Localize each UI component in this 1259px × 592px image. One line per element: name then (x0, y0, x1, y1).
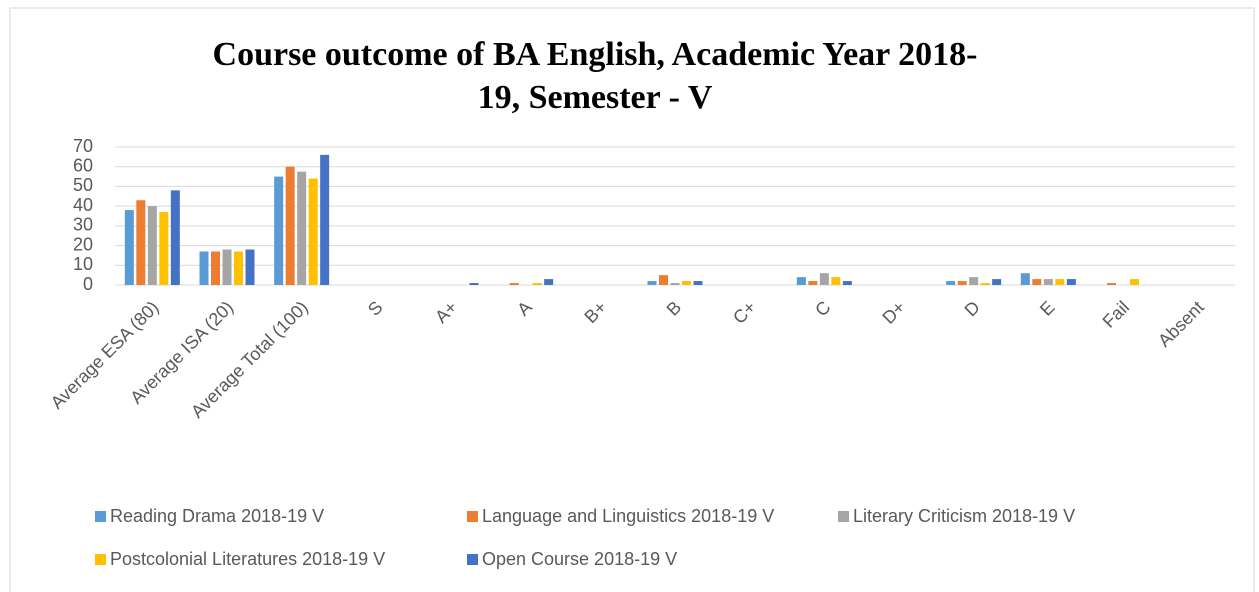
bar (1130, 279, 1139, 285)
bar (1066, 279, 1076, 285)
bar (320, 154, 330, 285)
bar (992, 279, 1002, 285)
bar (1043, 279, 1053, 285)
bar (682, 281, 691, 285)
y-tick-label: 0 (83, 274, 93, 294)
bar (831, 277, 841, 285)
bar (170, 190, 180, 285)
bar (136, 200, 146, 285)
legend-swatch (838, 511, 849, 522)
bar (1020, 273, 1030, 285)
bar (957, 281, 967, 285)
y-tick-label: 10 (73, 254, 93, 274)
legend-label: Literary Criticism 2018-19 V (853, 506, 1075, 526)
bar (124, 210, 134, 285)
bar (842, 281, 852, 285)
legend-swatch (467, 554, 478, 565)
chart-frame (9, 7, 1255, 592)
y-tick-label: 20 (73, 234, 93, 254)
bar (808, 281, 818, 285)
legend-swatch (467, 511, 478, 522)
bar (647, 281, 657, 285)
y-tick-label: 60 (73, 155, 93, 175)
bar (1107, 283, 1116, 285)
legend-label: Open Course 2018-19 V (482, 549, 677, 569)
bar (1055, 279, 1065, 285)
legend-label: Postcolonial Literatures 2018-19 V (110, 549, 385, 569)
chart-title: Course outcome of BA English, Academic Y… (213, 36, 978, 73)
bar (469, 283, 479, 285)
bar (670, 283, 680, 285)
bar (532, 283, 542, 285)
bar (509, 283, 519, 285)
bar (969, 277, 979, 285)
y-tick-label: 70 (73, 136, 93, 156)
y-tick-label: 30 (73, 215, 93, 235)
bar (544, 279, 554, 285)
bar (159, 212, 169, 285)
bar (297, 171, 307, 285)
bar (693, 281, 703, 285)
y-tick-label: 50 (73, 175, 93, 195)
bar (796, 277, 806, 285)
bar (1032, 279, 1042, 285)
bar (211, 251, 220, 285)
bar (980, 283, 990, 285)
bar (308, 178, 318, 285)
legend-swatch (95, 511, 106, 522)
bar (147, 206, 157, 285)
chart-title: 19, Semester - V (478, 79, 713, 116)
legend-swatch (95, 554, 106, 565)
bar (274, 176, 284, 285)
bar (819, 273, 829, 285)
bar (199, 251, 209, 285)
bar (946, 281, 956, 285)
legend-label: Reading Drama 2018-19 V (110, 506, 324, 526)
bar (659, 275, 668, 285)
bar (222, 249, 232, 285)
bar (234, 251, 243, 285)
bar (245, 249, 255, 285)
legend-label: Language and Linguistics 2018-19 V (482, 506, 774, 526)
y-tick-label: 40 (73, 195, 93, 215)
bar (285, 166, 295, 285)
